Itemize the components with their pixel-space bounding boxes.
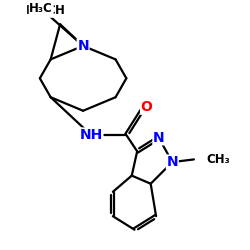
Text: CH₃: CH₃ [206, 153, 230, 166]
Text: H: H [55, 4, 65, 17]
Text: 3: 3 [40, 2, 46, 11]
Text: O: O [141, 100, 152, 114]
Text: H: H [26, 4, 36, 17]
Text: N: N [166, 155, 178, 169]
Text: N: N [153, 131, 164, 145]
Text: C: C [46, 4, 55, 17]
Text: H₃C: H₃C [29, 2, 53, 15]
Text: NH: NH [80, 128, 103, 142]
Text: N: N [77, 39, 89, 53]
